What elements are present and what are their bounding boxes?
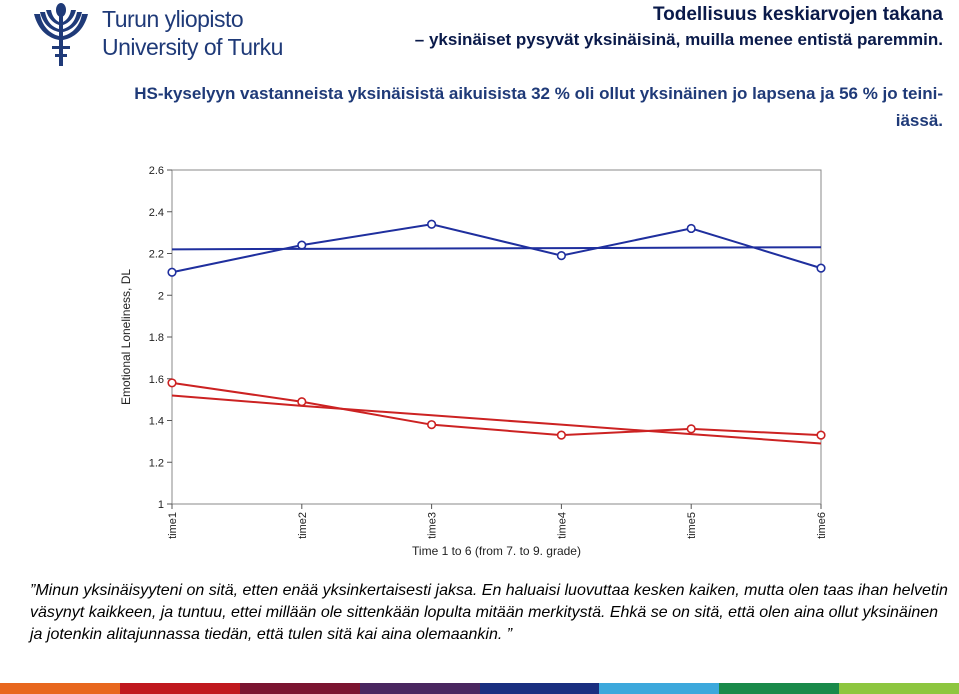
y-tick-label: 2 [158,290,164,302]
data-point-marker [686,424,696,434]
x-tick-label: time1 [167,512,179,539]
slide-subtitle: – yksinäiset pysyvät yksinäisinä, muilla… [414,30,943,49]
lead-text: HS-kyselyyn vastanneista yksinäisistä ai… [134,84,943,130]
footer-stripe-segment [839,683,959,694]
logo-name-finnish: Turun yliopisto [102,6,244,32]
data-point-marker [816,263,826,273]
y-tick-label: 1.6 [149,374,164,386]
y-tick-label: 1.2 [149,457,164,469]
data-point-marker [427,420,437,430]
data-point-marker [167,378,177,388]
data-point-marker [427,219,437,229]
university-logo: Turun yliopisto University of Turku [30,2,283,68]
footer-stripe-segment [119,683,240,694]
footer-stripe-segment [479,683,600,694]
footer-color-stripe [0,683,959,694]
x-tick-label: time3 [427,512,439,539]
y-tick-label: 1 [158,499,164,511]
plot-frame [171,169,822,505]
data-point-marker [297,397,307,407]
footer-stripe-segment [359,683,480,694]
y-tick-label: 2.4 [149,207,164,219]
slide-title: Todellisuus keskiarvojen takana [652,4,943,25]
trend-series-line [171,246,822,251]
x-axis-label: Time 1 to 6 (from 7. to 9. grade) [412,544,581,558]
observed-series-line [171,381,822,437]
footer-stripe-segment [0,683,120,694]
data-point-marker [556,430,567,440]
data-point-marker [686,223,696,234]
y-tick-label: 2.2 [149,249,164,261]
footer-stripe-segment [239,683,360,694]
y-tick-label: 1.8 [149,332,164,344]
footer-stripe-segment [599,683,720,694]
data-point-marker [556,250,567,261]
x-tick-label: time4 [556,512,568,539]
x-tick-label: time6 [816,512,828,539]
data-point-marker [297,240,307,250]
footer-stripe-segment [719,683,840,694]
y-tick-label: 2.6 [149,165,164,177]
y-tick-label: 1.4 [149,416,164,428]
quote-text: ”Minun yksinäisyyteni on sitä, etten enä… [30,582,948,643]
loneliness-line-chart: 1 1.2 1.4 1.6 1.8 2 2.2 2.4 2.6 time1 time2 time3 ti… [119,165,828,558]
logo-name-english: University of Turku [102,34,283,60]
data-point-marker [816,430,826,440]
y-axis-label: Emotional Loneliness, DL [119,269,133,405]
data-point-marker [167,267,177,277]
trend-series-line [171,394,822,445]
x-tick-label: time2 [297,512,309,539]
x-tick-label: time5 [686,512,698,539]
torch-emblem-icon [34,3,88,66]
